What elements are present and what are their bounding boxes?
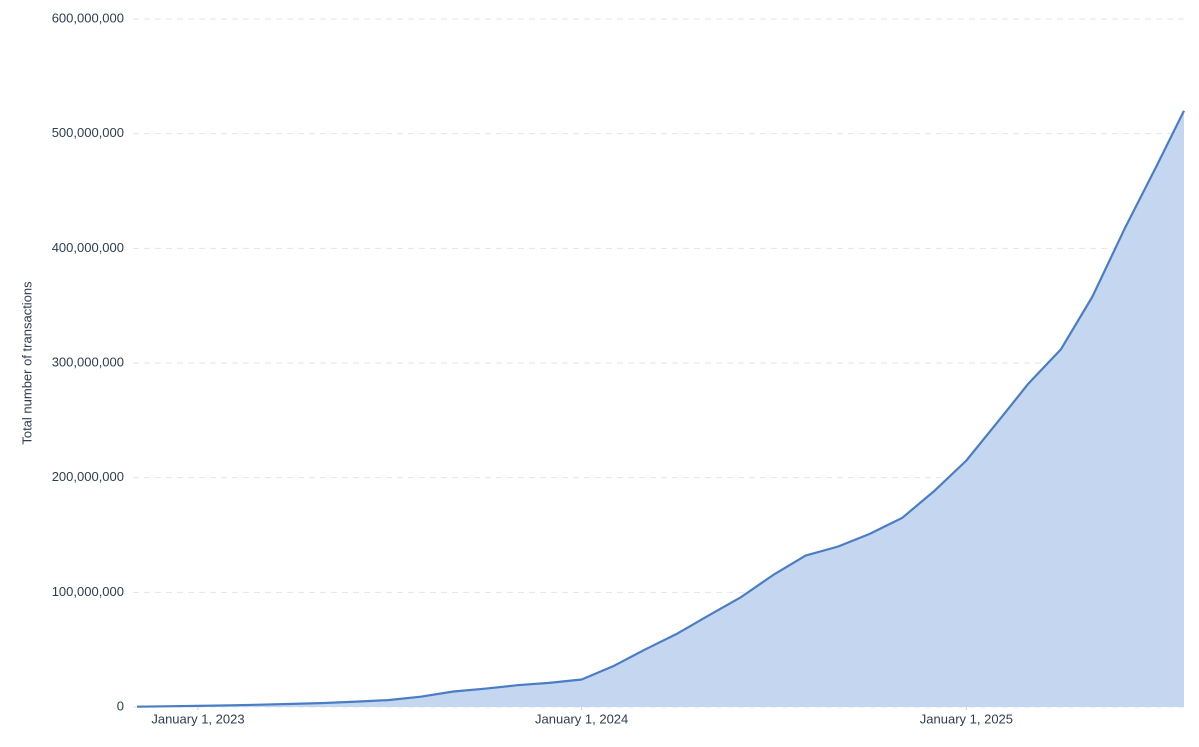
- x-tick-label: January 1, 2024: [535, 711, 628, 726]
- y-tick-label: 200,000,000: [52, 469, 124, 484]
- area: [137, 110, 1184, 707]
- line: [136, 110, 1185, 708]
- y-tick-label: 400,000,000: [52, 240, 124, 255]
- y-axis-title: Total number of transactions: [19, 281, 34, 445]
- y-tick-label: 300,000,000: [52, 354, 124, 369]
- y-tick-label: 0: [117, 698, 124, 713]
- y-tick-label: 500,000,000: [52, 125, 124, 140]
- y-tick-label: 600,000,000: [52, 10, 124, 25]
- x-tick-label: January 1, 2025: [920, 711, 1013, 726]
- x-tick-label: January 1, 2023: [151, 711, 244, 726]
- y-tick-label: 100,000,000: [52, 584, 124, 599]
